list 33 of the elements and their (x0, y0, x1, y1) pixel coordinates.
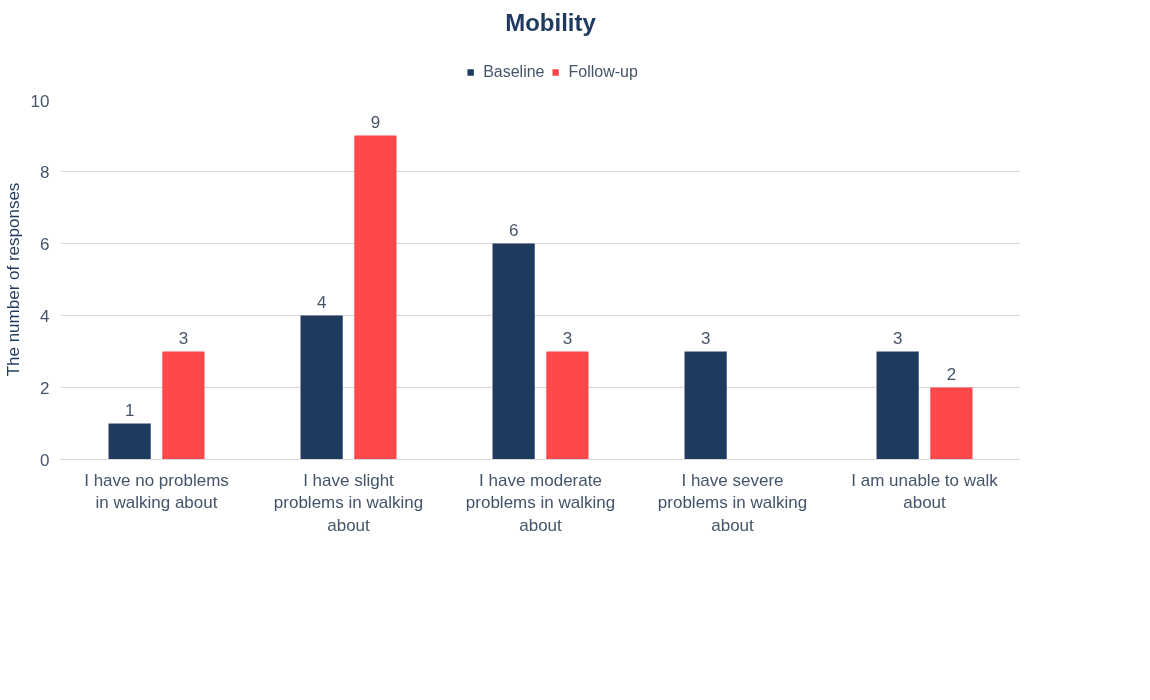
data-label: 1 (124, 400, 135, 420)
data-label: 4 (316, 292, 327, 312)
x-tick-label: I have moderate problems in walking about (465, 470, 616, 536)
data-label: 3 (700, 328, 711, 348)
y-tick-label: 8 (40, 162, 50, 182)
bar (108, 423, 151, 460)
bar (492, 243, 535, 460)
y-tick-label: 10 (30, 91, 50, 111)
bar (300, 315, 343, 460)
legend-label: Follow-up (568, 63, 638, 81)
chart-title: Mobility (505, 8, 597, 36)
x-tick-label: I am unable to walk about (851, 470, 999, 513)
y-tick-label: 4 (40, 306, 50, 326)
data-label: 3 (562, 328, 573, 348)
bar (876, 351, 919, 460)
x-tick-label: I have no problems in walking about (84, 470, 229, 513)
x-tick-label: I have slight problems in walking about (273, 470, 424, 536)
bar (162, 351, 205, 460)
data-label: 3 (892, 328, 903, 348)
y-tick-label: 6 (40, 234, 50, 254)
data-label: 3 (178, 328, 189, 348)
y-tick-label: 0 (40, 450, 50, 470)
x-tick-label: I have severe problems in walking about (657, 470, 808, 536)
data-label: 6 (508, 220, 519, 240)
bar (684, 351, 727, 460)
y-axis-title: The number of responses (3, 182, 23, 377)
bar (354, 135, 397, 460)
data-label: 2 (946, 364, 957, 384)
y-tick-label: 2 (40, 378, 50, 398)
legend-label: Baseline (483, 63, 545, 81)
bar (546, 351, 589, 460)
data-label: 9 (370, 112, 381, 132)
bar (930, 387, 973, 460)
